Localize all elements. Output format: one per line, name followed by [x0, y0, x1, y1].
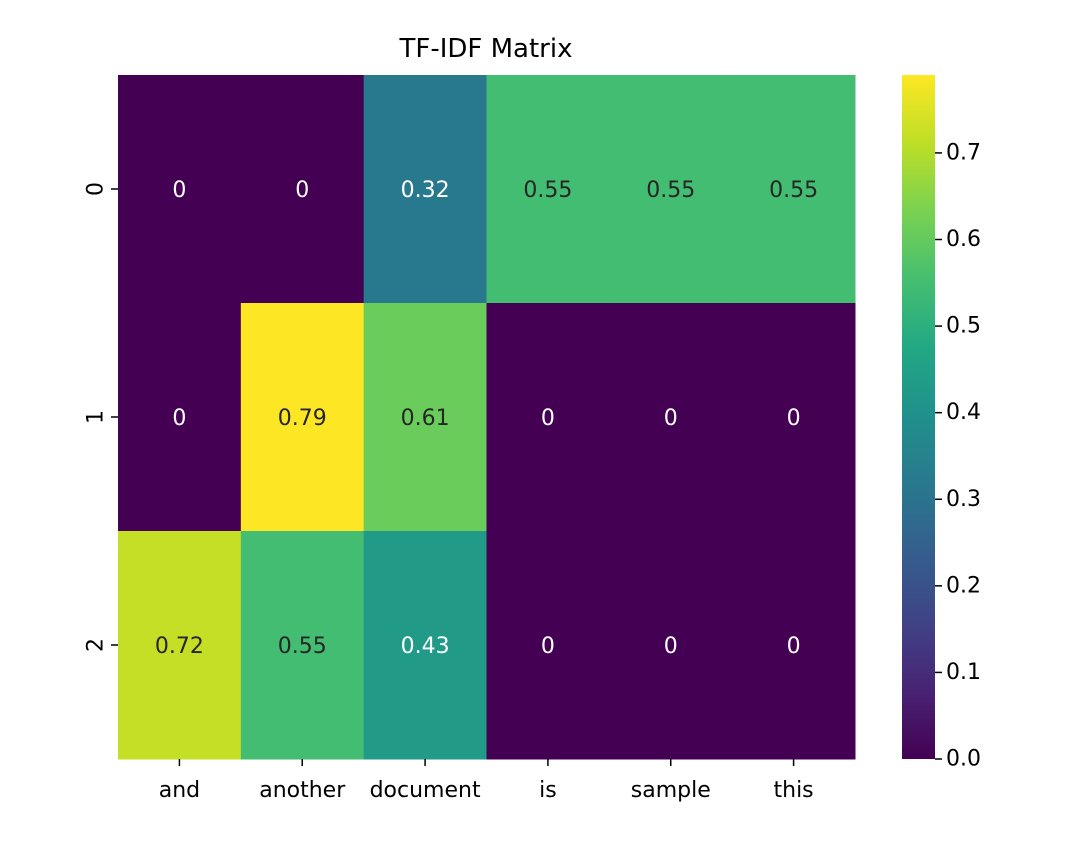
heatmap-cell: [363, 303, 487, 532]
x-tick-label: sample: [631, 778, 711, 803]
cell-value-label: 0: [172, 178, 186, 203]
cell-value-label: 0: [664, 634, 678, 659]
heatmap-cell: [732, 531, 856, 760]
cell-value-label: 0.55: [769, 178, 818, 203]
colorbar-gradient: [902, 75, 935, 759]
heatmap-cell: [486, 303, 610, 532]
cell-value-label: 0.55: [646, 178, 695, 203]
cell-value-label: 0.55: [278, 634, 327, 659]
heatmap-cell: [732, 303, 856, 532]
cell-value-label: 0: [541, 406, 555, 431]
heatmap-cell: [732, 75, 856, 304]
x-tick-label: document: [370, 778, 481, 803]
chart-title: TF-IDF Matrix: [399, 34, 573, 64]
cell-value-label: 0: [664, 406, 678, 431]
x-tick-label: another: [259, 778, 346, 803]
heatmap-cell: [118, 303, 242, 532]
colorbar-tick-label: 0.4: [946, 400, 981, 425]
cell-value-label: 0: [541, 634, 555, 659]
heatmap-cell: [486, 75, 610, 304]
colorbar-tick-label: 0.6: [946, 227, 981, 252]
y-tick-label: 2: [84, 638, 109, 652]
colorbar-tick-label: 0.2: [946, 573, 981, 598]
cell-value-label: 0: [295, 178, 309, 203]
heatmap-cell: [363, 531, 487, 760]
heatmap-cell: [240, 303, 365, 532]
colorbar-tick-label: 0.1: [946, 660, 981, 685]
heatmap-cell: [118, 531, 242, 760]
y-tick-label: 1: [84, 410, 109, 424]
heatmap-cell: [363, 75, 487, 304]
cell-value-label: 0.32: [401, 178, 450, 203]
cell-value-label: 0.72: [155, 634, 204, 659]
y-axis: 0 1 2: [84, 182, 118, 652]
cell-value-label: 0.61: [401, 406, 450, 431]
cell-value-label: 0: [787, 406, 801, 431]
x-tick-label: is: [539, 778, 557, 803]
x-axis: and another document is sample this: [159, 759, 814, 803]
x-tick-label: and: [159, 778, 200, 803]
heatmap-cell: [240, 75, 365, 304]
colorbar: 0.0 0.1 0.2 0.3 0.4 0.5 0.6 0.7: [902, 75, 981, 772]
colorbar-tick-label: 0.0: [946, 747, 981, 772]
colorbar-tick-label: 0.7: [946, 140, 981, 165]
heatmap-cells: [118, 75, 856, 760]
cell-value-label: 0.43: [401, 634, 450, 659]
cell-value-label: 0: [172, 406, 186, 431]
cell-value-label: 0: [787, 634, 801, 659]
heatmap-cell: [486, 531, 610, 760]
x-tick-label: this: [774, 778, 814, 803]
cell-value-label: 0.79: [278, 406, 327, 431]
heatmap-cell: [240, 531, 365, 760]
colorbar-tick-label: 0.5: [946, 314, 981, 339]
colorbar-ticks: 0.0 0.1 0.2 0.3 0.4 0.5 0.6 0.7: [935, 140, 981, 772]
colorbar-tick-label: 0.3: [946, 487, 981, 512]
heatmap-cell: [609, 75, 733, 304]
heatmap-cell: [609, 531, 733, 760]
heatmap-cell-labels: 0 0 0.32 0.55 0.55 0.55 0 0.79 0.61 0 0 0 0.72 0.55 0.…: [155, 178, 818, 659]
heatmap-cell: [609, 303, 733, 532]
y-tick-label: 0: [84, 182, 109, 196]
cell-value-label: 0.55: [523, 178, 572, 203]
heatmap-cell: [118, 75, 242, 304]
